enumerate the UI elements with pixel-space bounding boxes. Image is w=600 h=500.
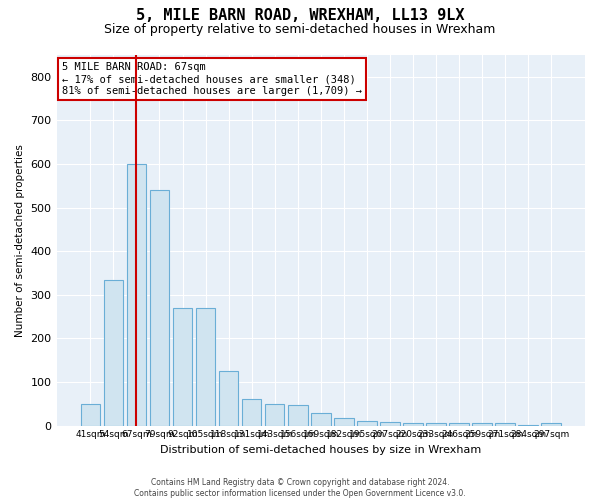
Bar	[472, 424, 492, 426]
Bar	[80, 404, 100, 425]
Bar	[173, 308, 193, 426]
Bar	[288, 404, 308, 425]
Bar	[127, 164, 146, 425]
Text: Size of property relative to semi-detached houses in Wrexham: Size of property relative to semi-detach…	[104, 22, 496, 36]
Bar	[449, 424, 469, 426]
Text: Contains HM Land Registry data © Crown copyright and database right 2024.
Contai: Contains HM Land Registry data © Crown c…	[134, 478, 466, 498]
Bar	[380, 422, 400, 426]
Bar	[219, 371, 238, 426]
Bar	[311, 412, 331, 426]
Bar	[104, 280, 123, 426]
X-axis label: Distribution of semi-detached houses by size in Wrexham: Distribution of semi-detached houses by …	[160, 445, 481, 455]
Text: 5 MILE BARN ROAD: 67sqm
← 17% of semi-detached houses are smaller (348)
81% of s: 5 MILE BARN ROAD: 67sqm ← 17% of semi-de…	[62, 62, 362, 96]
Text: 5, MILE BARN ROAD, WREXHAM, LL13 9LX: 5, MILE BARN ROAD, WREXHAM, LL13 9LX	[136, 8, 464, 22]
Bar	[403, 423, 423, 426]
Bar	[426, 424, 446, 426]
Bar	[149, 190, 169, 426]
Y-axis label: Number of semi-detached properties: Number of semi-detached properties	[15, 144, 25, 336]
Bar	[541, 424, 561, 426]
Bar	[496, 424, 515, 426]
Bar	[334, 418, 353, 426]
Bar	[242, 400, 262, 425]
Bar	[265, 404, 284, 425]
Bar	[357, 421, 377, 426]
Bar	[196, 308, 215, 426]
